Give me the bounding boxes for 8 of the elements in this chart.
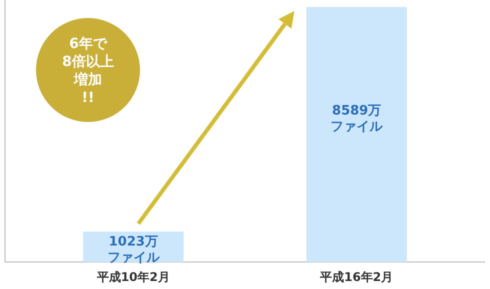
annotation: !! xyxy=(82,90,94,106)
x-tick-label: 平成16年2月 xyxy=(319,270,394,284)
annotation: 8倍以上 xyxy=(62,53,114,70)
x-tick-label: 平成10年2月 xyxy=(96,270,170,284)
data-label: 8589万ファイル xyxy=(330,104,384,134)
annotation: 6年で xyxy=(69,36,108,52)
data-label: 1023万ファイル xyxy=(107,234,160,266)
annotation: 増加 xyxy=(73,71,102,88)
